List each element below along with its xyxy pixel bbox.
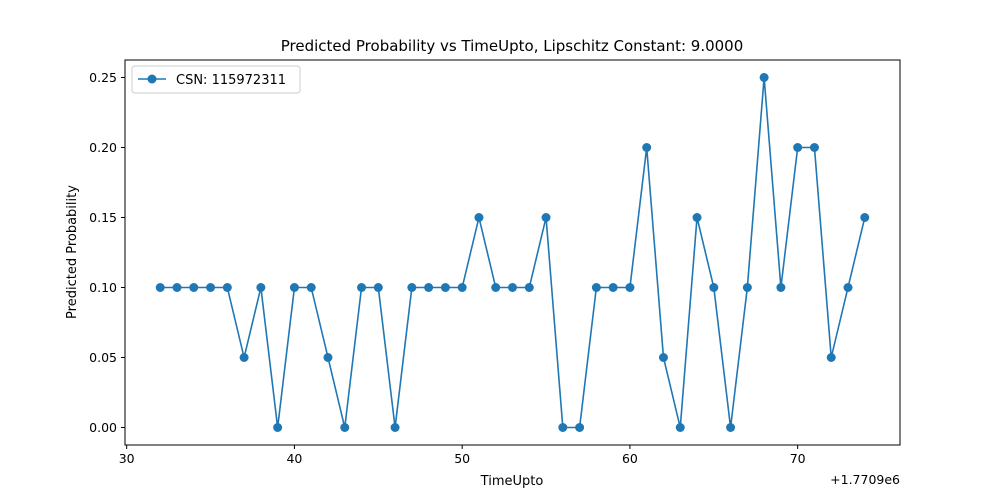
x-tick-label: 40 bbox=[286, 451, 302, 466]
data-point bbox=[491, 283, 501, 292]
data-point bbox=[508, 283, 517, 292]
x-tick-label: 30 bbox=[119, 451, 135, 466]
data-point bbox=[440, 283, 450, 292]
data-point bbox=[575, 423, 585, 432]
data-point bbox=[658, 353, 668, 362]
x-axis-label: TimeUpto bbox=[480, 474, 544, 489]
data-point bbox=[642, 143, 652, 152]
y-tick-label: 0.10 bbox=[89, 280, 117, 295]
data-point bbox=[474, 213, 484, 222]
data-point bbox=[172, 283, 182, 292]
data-point bbox=[457, 283, 467, 292]
plot-frame bbox=[124, 59, 901, 446]
data-point bbox=[206, 283, 216, 292]
legend-label: CSN: 115972311 bbox=[176, 73, 286, 88]
data-point bbox=[524, 283, 534, 292]
data-point bbox=[809, 143, 819, 152]
data-point bbox=[222, 283, 232, 292]
x-tick-label: 50 bbox=[454, 451, 470, 466]
data-point bbox=[692, 213, 702, 222]
legend: CSN: 115972311 bbox=[131, 65, 301, 94]
y-tick-label: 0.00 bbox=[89, 420, 117, 435]
y-axis-label: Predicted Probability bbox=[65, 185, 80, 319]
data-point bbox=[843, 283, 853, 292]
y-tick-label: 0.25 bbox=[89, 70, 117, 85]
series-layer bbox=[155, 73, 870, 432]
data-point bbox=[558, 423, 568, 432]
x-tick-label: 70 bbox=[790, 451, 806, 466]
data-point bbox=[759, 73, 769, 82]
y-tick-label: 0.20 bbox=[89, 140, 117, 155]
data-point bbox=[390, 423, 400, 432]
data-point bbox=[424, 283, 434, 292]
data-point bbox=[239, 353, 249, 362]
legend-box bbox=[131, 65, 301, 94]
y-tick-label: 0.15 bbox=[89, 210, 117, 225]
data-point bbox=[155, 283, 165, 292]
data-point bbox=[826, 353, 836, 362]
data-point bbox=[726, 423, 736, 432]
data-point bbox=[273, 423, 283, 432]
chart-title: Predicted Probability vs TimeUpto, Lipsc… bbox=[281, 37, 744, 55]
legend-point-marker bbox=[147, 74, 157, 84]
data-point bbox=[541, 213, 551, 222]
data-point bbox=[709, 283, 719, 292]
data-point bbox=[373, 283, 383, 292]
plot-area bbox=[124, 59, 901, 446]
data-point bbox=[357, 283, 367, 292]
data-point bbox=[306, 283, 316, 292]
data-point bbox=[289, 283, 299, 292]
data-point bbox=[189, 283, 199, 292]
data-point bbox=[625, 283, 635, 292]
y-tick-label: 0.05 bbox=[89, 350, 117, 365]
data-point bbox=[591, 283, 601, 292]
data-point bbox=[340, 423, 350, 432]
data-point bbox=[256, 283, 266, 292]
data-point bbox=[323, 353, 333, 362]
x-offset-label: +1.7709e6 bbox=[830, 472, 900, 487]
x-tick-label: 60 bbox=[622, 451, 638, 466]
data-point bbox=[776, 283, 786, 292]
y-axis: 0.00 0.05 0.10 0.15 0.20 0.25 bbox=[89, 70, 125, 435]
data-point bbox=[608, 283, 618, 292]
data-point bbox=[742, 283, 752, 292]
series-line bbox=[160, 76, 866, 429]
data-point bbox=[407, 283, 417, 292]
data-point bbox=[675, 423, 685, 432]
data-point bbox=[793, 143, 803, 152]
x-axis: 30 40 50 60 70 bbox=[119, 445, 806, 466]
data-point bbox=[860, 213, 870, 222]
